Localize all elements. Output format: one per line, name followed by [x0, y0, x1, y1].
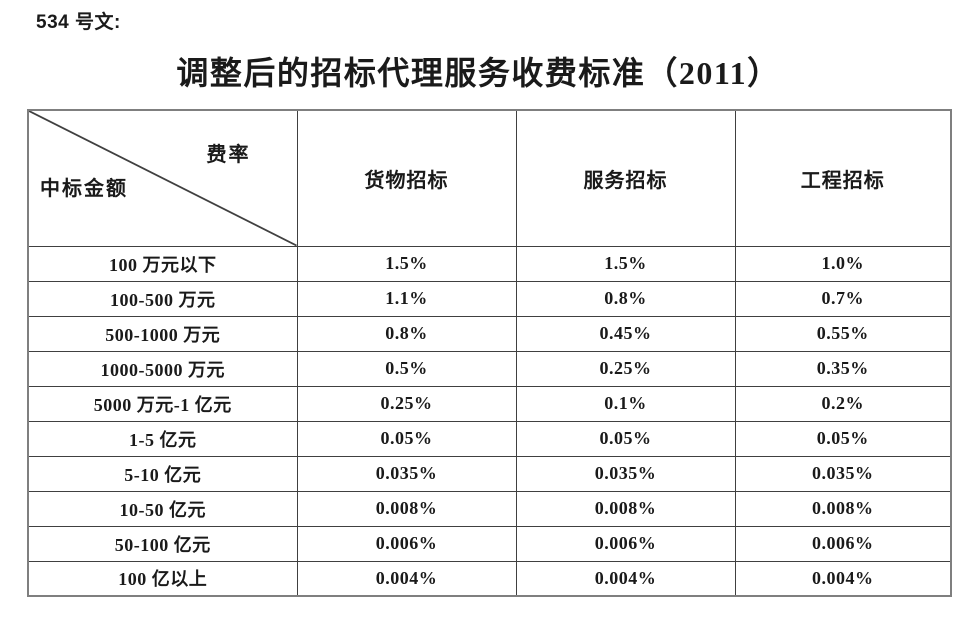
rate-cell: 0.8% — [515, 280, 736, 317]
fee-table-body: 100 万元以下 1.5% 1.5% 1.0% 100-500 万元 1.1% 0.8% 0.… — [27, 245, 952, 597]
amount-range-cell: 50-100 亿元 — [27, 525, 298, 562]
rate-cell: 0.5% — [296, 350, 517, 387]
rate-cell: 0.35% — [734, 350, 952, 387]
rate-cell: 0.035% — [734, 455, 952, 492]
rate-cell: 0.008% — [734, 490, 952, 527]
amount-range-cell: 100 万元以下 — [27, 245, 298, 282]
table-row: 100 亿以上 0.004% 0.004% 0.004% — [27, 560, 952, 597]
table-row: 1-5 亿元 0.05% 0.05% 0.05% — [27, 420, 952, 457]
rate-cell: 0.25% — [515, 350, 736, 387]
fee-table: 费率 中标金额 货物招标 服务招标 工程招标 100 万元以下 1.5% 1.5% 1… — [27, 109, 952, 597]
column-header-engineering-bidding: 工程招标 — [734, 109, 952, 247]
page-title: 调整后的招标代理服务收费标准（2011） — [176, 55, 781, 91]
table-row: 5-10 亿元 0.035% 0.035% 0.035% — [27, 455, 952, 492]
table-row: 5000 万元-1 亿元 0.25% 0.1% 0.2% — [27, 385, 952, 422]
corner-label-rate: 费率 — [206, 144, 251, 166]
rate-cell: 0.006% — [734, 525, 952, 562]
rate-cell: 0.035% — [296, 455, 517, 492]
amount-range-cell: 100 亿以上 — [27, 560, 298, 597]
rate-cell: 1.1% — [296, 280, 517, 317]
rate-cell: 0.05% — [296, 420, 517, 457]
diagonal-header-cell: 费率 中标金额 — [27, 109, 298, 247]
rate-cell: 0.035% — [515, 455, 736, 492]
amount-range-cell: 5-10 亿元 — [27, 455, 298, 492]
rate-cell: 0.004% — [296, 560, 517, 597]
doc-reference: 534 号文: — [36, 12, 121, 33]
rate-cell: 0.1% — [515, 385, 736, 422]
amount-range-cell: 1000-5000 万元 — [27, 350, 298, 387]
table-row: 50-100 亿元 0.006% 0.006% 0.006% — [27, 525, 952, 562]
amount-range-cell: 100-500 万元 — [27, 280, 298, 317]
rate-cell: 1.0% — [734, 245, 952, 282]
rate-cell: 0.2% — [734, 385, 952, 422]
rate-cell: 0.008% — [296, 490, 517, 527]
amount-range-cell: 10-50 亿元 — [27, 490, 298, 527]
rate-cell: 1.5% — [296, 245, 517, 282]
rate-cell: 0.006% — [296, 525, 517, 562]
rate-cell: 0.05% — [515, 420, 736, 457]
rate-cell: 0.008% — [515, 490, 736, 527]
rate-cell: 0.8% — [296, 315, 517, 352]
rate-cell: 0.004% — [734, 560, 952, 597]
column-header-service-bidding: 服务招标 — [515, 109, 736, 247]
amount-range-cell: 500-1000 万元 — [27, 315, 298, 352]
rate-cell: 0.004% — [515, 560, 736, 597]
rate-cell: 0.05% — [734, 420, 952, 457]
corner-label-amount: 中标金额 — [40, 178, 128, 200]
table-row: 100 万元以下 1.5% 1.5% 1.0% — [27, 245, 952, 282]
rate-cell: 0.25% — [296, 385, 517, 422]
rate-cell: 0.55% — [734, 315, 952, 352]
column-header-goods-bidding: 货物招标 — [296, 109, 517, 247]
diagonal-line-icon — [29, 111, 297, 246]
table-row: 1000-5000 万元 0.5% 0.25% 0.35% — [27, 350, 952, 387]
rate-cell: 0.006% — [515, 525, 736, 562]
table-row: 100-500 万元 1.1% 0.8% 0.7% — [27, 280, 952, 317]
table-row: 10-50 亿元 0.008% 0.008% 0.008% — [27, 490, 952, 527]
amount-range-cell: 1-5 亿元 — [27, 420, 298, 457]
table-row: 500-1000 万元 0.8% 0.45% 0.55% — [27, 315, 952, 352]
header-row: 费率 中标金额 货物招标 服务招标 工程招标 — [27, 109, 952, 247]
rate-cell: 0.7% — [734, 280, 952, 317]
rate-cell: 1.5% — [515, 245, 736, 282]
rate-cell: 0.45% — [515, 315, 736, 352]
amount-range-cell: 5000 万元-1 亿元 — [27, 385, 298, 422]
